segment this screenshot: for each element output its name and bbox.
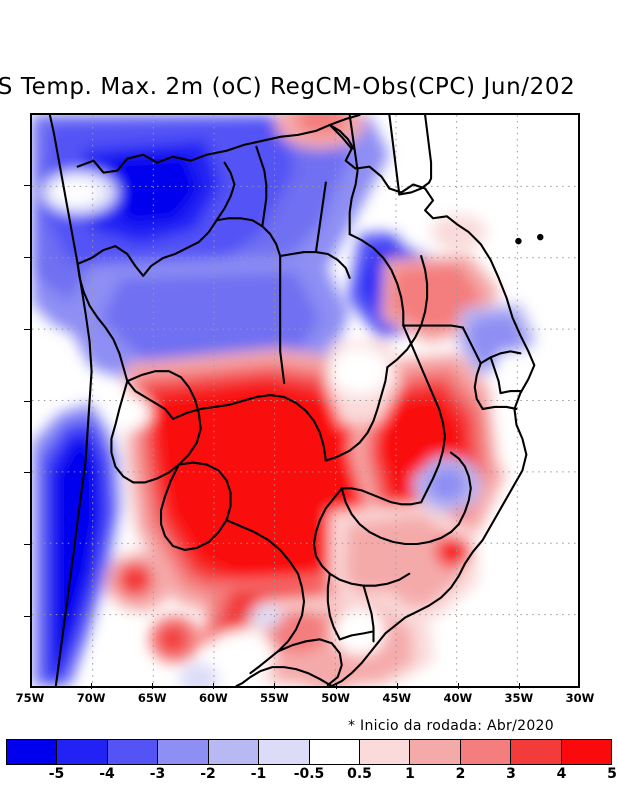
- footnote-run-start: * Inicio da rodada: Abr/2020: [348, 718, 554, 734]
- xtick-mark-1: [91, 683, 93, 689]
- colorbar-tick-6: 0.5: [347, 766, 372, 782]
- colorbar-segment-8: [410, 740, 461, 764]
- xtick-label-6: 45W: [382, 691, 412, 705]
- ytick-mark-7: [24, 616, 30, 618]
- colorbar-tick-2: -3: [149, 766, 166, 782]
- xtick-mark-3: [213, 683, 215, 689]
- ytick-mark-4: [24, 400, 30, 402]
- ytick-mark-5: [24, 472, 30, 474]
- colorbar-tick-7: 1: [405, 766, 415, 782]
- xtick-mark-7: [457, 683, 459, 689]
- colorbar-segment-1: [57, 740, 108, 764]
- xtick-label-2: 65W: [137, 691, 167, 705]
- xtick-label-1: 70W: [76, 691, 106, 705]
- xtick-mark-6: [396, 683, 398, 689]
- xtick-label-4: 55W: [260, 691, 289, 705]
- ytick-mark-6: [24, 544, 30, 546]
- xtick-label-0: 75W: [15, 691, 45, 705]
- colorbar-segment-2: [107, 740, 159, 764]
- ytick-mark-3: [24, 328, 30, 330]
- xtick-mark-5: [335, 683, 337, 689]
- colorbar-segment-6: [309, 740, 360, 764]
- colorbar-tick-4: -1: [250, 766, 267, 782]
- colorbar-tick-10: 4: [556, 766, 567, 782]
- colorbar-tick-1: -4: [99, 766, 115, 782]
- ytick-mark-1: [24, 184, 30, 186]
- colorbar-tick-8: 2: [455, 766, 466, 782]
- xtick-mark-8: [518, 683, 520, 689]
- colorbar-tick-11: 5: [607, 766, 617, 782]
- anomaly-map: [32, 115, 578, 686]
- colorbar-segment-10: [511, 740, 562, 764]
- colorbar: [6, 739, 612, 765]
- colorbar-tick-3: -2: [200, 766, 216, 782]
- xtick-label-8: 35W: [504, 691, 534, 705]
- coastline-and-borders: [48, 115, 544, 686]
- colorbar-labels: -5 -4 -3 -2 -1 -0.5 0.5 1 2 3 4 5: [6, 766, 617, 786]
- colorbar-tick-0: -5: [48, 766, 65, 782]
- xtick-mark-2: [152, 683, 154, 689]
- colorbar-tick-5: -0.5: [293, 766, 325, 782]
- colorbar-segment-0: [7, 740, 58, 764]
- xtick-label-3: 60W: [198, 691, 228, 705]
- colorbar-segment-11: [561, 740, 612, 764]
- xtick-label-9: 30W: [565, 691, 595, 705]
- xtick-label-7: 40W: [443, 691, 473, 705]
- colorbar-segment-4: [208, 740, 260, 764]
- colorbar-segment-9: [460, 740, 512, 764]
- colorbar-segment-7: [359, 740, 411, 764]
- xtick-mark-4: [274, 683, 276, 689]
- colorbar-segment-3: [158, 740, 209, 764]
- page-title: IAS Temp. Max. 2m (oC) RegCM-Obs(CPC) Ju…: [0, 74, 576, 100]
- colorbar-tick-9: 3: [506, 766, 516, 782]
- xtick-label-5: 50W: [321, 691, 350, 705]
- map-plot-frame: [30, 113, 580, 688]
- ytick-mark-2: [24, 256, 30, 258]
- colorbar-segment-5: [259, 740, 310, 764]
